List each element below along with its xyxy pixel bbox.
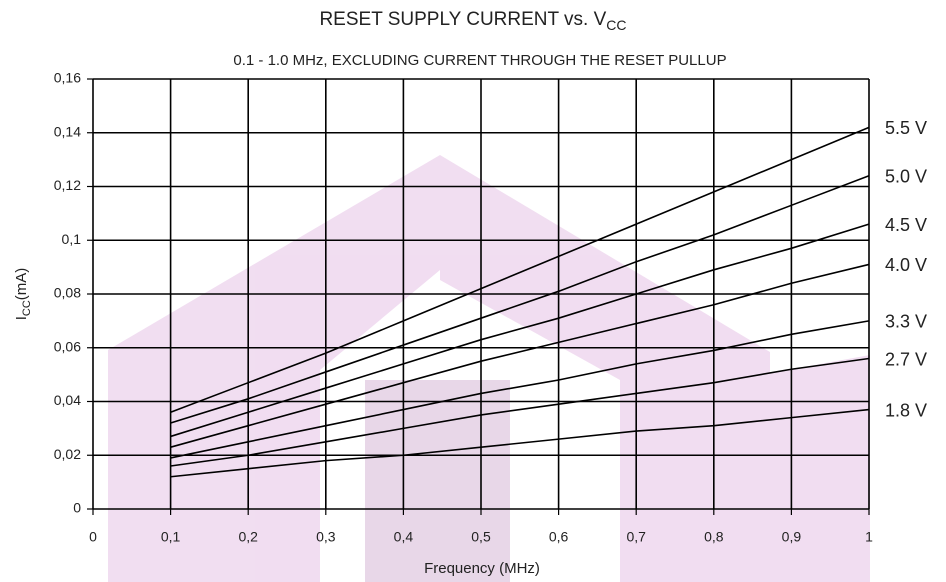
x-tick-label: 0,2 bbox=[238, 529, 258, 545]
x-tick-label: 0,1 bbox=[161, 529, 181, 545]
series-label: 3.3 V bbox=[885, 312, 927, 332]
y-tick-label: 0,12 bbox=[54, 177, 81, 193]
y-tick-label: 0,02 bbox=[54, 446, 81, 462]
x-tick-label: 0,5 bbox=[471, 529, 491, 545]
series-label: 5.5 V bbox=[885, 118, 927, 138]
ylabel-main: I bbox=[13, 316, 30, 320]
y-tick-label: 0,1 bbox=[62, 231, 82, 247]
series-line bbox=[170, 320, 870, 459]
chart-subtitle: 0.1 - 1.0 MHz, EXCLUDING CURRENT THROUGH… bbox=[233, 52, 726, 69]
y-axis-label: ICC(mA) bbox=[13, 268, 33, 321]
title-sub: CC bbox=[606, 17, 626, 33]
y-tick-label: 0 bbox=[73, 500, 81, 516]
y-tick-label: 0,04 bbox=[54, 392, 81, 408]
series-label: 4.5 V bbox=[885, 215, 927, 235]
title-main: RESET SUPPLY CURRENT vs. V bbox=[319, 9, 606, 30]
series-line bbox=[170, 175, 870, 424]
x-tick-label: 0,6 bbox=[549, 529, 569, 545]
x-tick-label: 0,4 bbox=[394, 529, 414, 545]
series-line bbox=[170, 408, 870, 478]
series-label: 4.0 V bbox=[885, 255, 927, 275]
x-tick-label: 1 bbox=[865, 529, 873, 545]
series-label: 5.0 V bbox=[885, 167, 927, 187]
ylabel-sub: CC bbox=[21, 300, 33, 316]
series-label: 2.7 V bbox=[885, 349, 927, 369]
y-tick-label: 0,08 bbox=[54, 285, 81, 301]
x-tick-label: 0,8 bbox=[704, 529, 724, 545]
x-axis-label: Frequency (MHz) bbox=[424, 560, 540, 577]
series-line bbox=[170, 263, 870, 448]
ylabel-rest: (mA) bbox=[13, 268, 30, 301]
x-tick-label: 0,3 bbox=[316, 529, 336, 545]
series-line bbox=[170, 223, 870, 438]
x-tick-label: 0 bbox=[89, 529, 97, 545]
series-label: 1.8 V bbox=[885, 400, 927, 420]
chart-title: RESET SUPPLY CURRENT vs. VCC bbox=[319, 9, 626, 33]
x-tick-label: 0,9 bbox=[782, 529, 802, 545]
y-tick-label: 0,14 bbox=[54, 123, 81, 139]
series-line bbox=[170, 357, 870, 467]
y-tick-label: 0,06 bbox=[54, 338, 81, 354]
x-tick-label: 0,7 bbox=[626, 529, 646, 545]
watermark bbox=[108, 155, 870, 582]
series-line bbox=[170, 126, 870, 413]
y-tick-label: 0,16 bbox=[54, 70, 81, 86]
